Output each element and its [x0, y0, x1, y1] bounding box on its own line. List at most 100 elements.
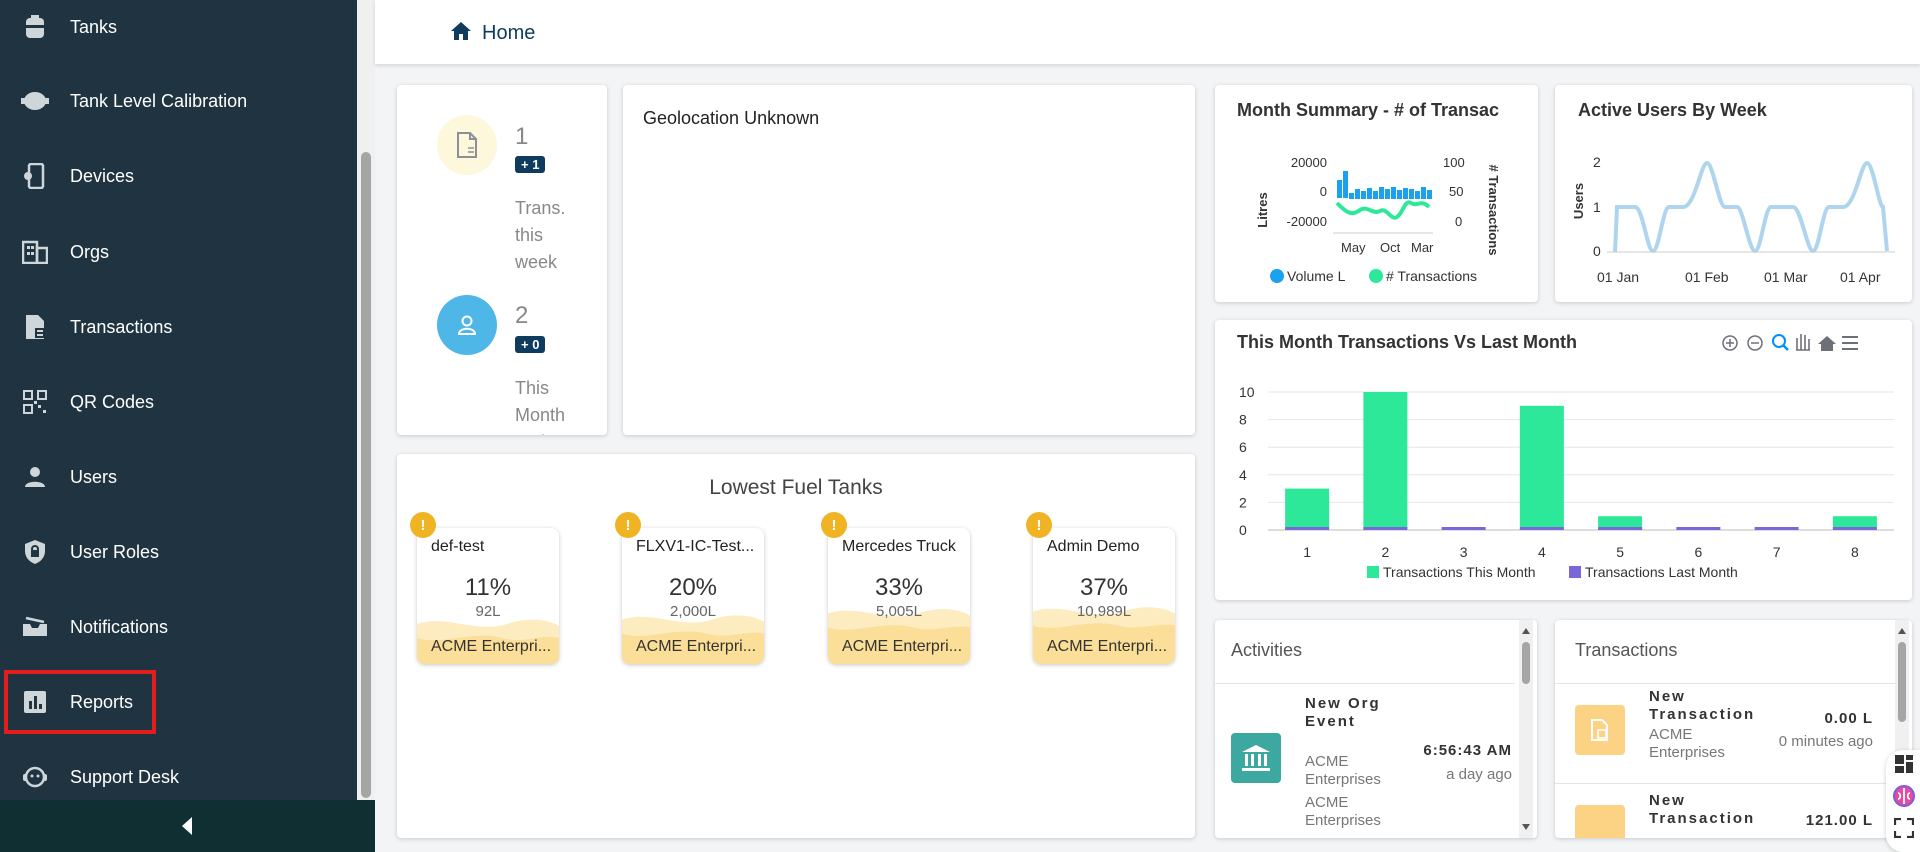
activities-scrollbar[interactable]	[1519, 620, 1533, 838]
sidebar-item-users[interactable]: Users	[0, 447, 355, 507]
tank-card[interactable]: Mercedes Truck 33% 5,005L ACME Enterpri.…	[828, 528, 970, 664]
shield-lock-icon	[21, 538, 49, 566]
tank-card[interactable]: Admin Demo 37% 10,989L ACME Enterpri...	[1033, 528, 1175, 664]
tank-litres: 92L	[475, 603, 501, 620]
sidebar-item-devices[interactable]: Devices	[0, 146, 355, 206]
active-delta-badge: + 0	[515, 336, 546, 353]
bar-last-month[interactable]	[1363, 527, 1408, 530]
tank-name: FLXV1-IC-Test...	[636, 538, 755, 555]
month-summary-ylabel-left: Litres	[1255, 192, 1270, 227]
bar-this-month[interactable]	[1285, 488, 1330, 530]
legend-last-month: Transactions Last Month	[1585, 564, 1738, 580]
tank-litres: 5,005L	[876, 603, 922, 620]
sidebar-item-label: Devices	[70, 165, 135, 186]
sidebar-item-transactions[interactable]: Transactions	[0, 297, 355, 357]
tank-litres: 10,989L	[1076, 603, 1132, 620]
active-count: 2	[515, 302, 529, 329]
ms-right-tick: 50	[1449, 184, 1463, 199]
tank-fill-wave	[1033, 607, 1175, 664]
sidebar-item-qr-codes[interactable]: QR Codes	[0, 372, 355, 432]
building-icon	[21, 238, 49, 266]
comparison-y-axis: 10 8 6 4 2 0	[1239, 384, 1255, 538]
active-users-card: Active Users By Week Users 2 1 0 01 Jan …	[1555, 85, 1912, 302]
sidebar-item-support-desk[interactable]: Support Desk	[0, 747, 355, 807]
ms-x-tick: May	[1341, 240, 1366, 255]
tank-card[interactable]: FLXV1-IC-Test... 20% 2,000L ACME Enterpr…	[622, 528, 764, 664]
comparison-x-axis: 1 2 3 4 5 6 7 8	[1303, 544, 1859, 560]
activity-ago: a day ago	[1446, 766, 1512, 783]
top-header: Home	[375, 0, 1920, 64]
active-users-stat-icon	[437, 295, 497, 355]
brain-ai-icon[interactable]	[1892, 784, 1916, 808]
bar-last-month[interactable]	[1519, 527, 1564, 530]
transaction-item-title[interactable]: New Transaction	[1649, 688, 1756, 723]
device-icon	[21, 162, 49, 190]
comparison-bars	[1285, 392, 1877, 530]
support-icon	[21, 763, 49, 791]
bar-last-month[interactable]	[1832, 527, 1877, 530]
bar-this-month[interactable]	[1832, 516, 1877, 530]
au-y-tick: 1	[1593, 199, 1601, 215]
y-tick-label: 10	[1239, 384, 1255, 400]
bar-last-month[interactable]	[1285, 527, 1330, 530]
active-label: This Month Active	[515, 378, 566, 435]
sidebar-item-notifications[interactable]: Notifications	[0, 597, 355, 657]
warning-icon: !	[615, 512, 641, 538]
x-tick-label: 5	[1616, 544, 1624, 560]
bar-last-month[interactable]	[1676, 527, 1721, 530]
bar-this-month[interactable]	[1519, 405, 1564, 530]
inbox-icon	[21, 613, 49, 641]
home-icon[interactable]	[450, 21, 472, 41]
y-tick-label: 2	[1239, 494, 1247, 510]
selection-zoom-icon[interactable]	[1772, 334, 1789, 351]
zoom-in-icon[interactable]	[1722, 335, 1738, 351]
au-y-tick: 0	[1593, 243, 1601, 259]
trans-count: 1	[515, 123, 529, 150]
pan-hand-icon[interactable]	[1796, 334, 1810, 351]
breadcrumb-home[interactable]: Home	[482, 22, 536, 44]
bar-last-month[interactable]	[1754, 527, 1799, 530]
sidebar-item-tanks[interactable]: Tanks	[0, 0, 355, 57]
x-tick-label: 4	[1538, 544, 1546, 560]
bar-this-month[interactable]	[1598, 516, 1643, 530]
comparison-grid	[1268, 391, 1894, 531]
au-y-tick: 2	[1593, 154, 1601, 170]
bar-last-month[interactable]	[1441, 527, 1486, 530]
reset-zoom-home-icon[interactable]	[1818, 336, 1836, 351]
transaction-item-title[interactable]: New Transaction	[1649, 792, 1756, 827]
sidebar-footer	[0, 800, 375, 852]
map-card[interactable]: Geolocation Unknown	[623, 85, 1195, 435]
legend-this-month-marker	[1367, 566, 1379, 578]
bar-this-month[interactable]	[1363, 392, 1408, 530]
sidebar-item-tank-level-calibration[interactable]: Tank Level Calibration	[0, 71, 355, 131]
transaction-item-icon	[1575, 705, 1625, 755]
legend-volume-marker	[1270, 269, 1284, 283]
sidebar-scrollbar[interactable]	[357, 0, 375, 800]
comparison-chart-title: This Month Transactions Vs Last Month	[1237, 332, 1578, 352]
fullscreen-icon[interactable]	[1894, 818, 1914, 838]
transactions-list-title: Transactions	[1575, 640, 1678, 660]
sidebar-item-reports[interactable]: Reports	[0, 672, 355, 732]
tank-card[interactable]: def-test 11% 92L ACME Enterpri...	[417, 528, 559, 664]
ms-x-tick: Oct	[1380, 240, 1401, 255]
transactions-comparison-card: This Month Transactions Vs Last Month 10…	[1215, 320, 1912, 600]
bar-last-month[interactable]	[1598, 527, 1643, 530]
menu-icon[interactable]	[1842, 336, 1858, 350]
activity-title[interactable]: New Org Event	[1305, 695, 1381, 730]
y-tick-label: 8	[1239, 412, 1247, 428]
sidebar-item-user-roles[interactable]: User Roles	[0, 522, 355, 582]
active-users-title: Active Users By Week	[1578, 100, 1767, 120]
au-x-tick: 01 Feb	[1685, 269, 1729, 285]
sidebar-item-orgs[interactable]: Orgs	[0, 222, 355, 282]
zoom-out-icon[interactable]	[1747, 335, 1763, 351]
sidebar-item-label: Orgs	[70, 241, 110, 262]
x-tick-label: 8	[1851, 544, 1859, 560]
transactions-line	[1335, 200, 1431, 220]
geolocation-status: Geolocation Unknown	[643, 108, 820, 128]
month-summary-title: Month Summary - # of Transac	[1237, 100, 1500, 120]
dashboard-grid-icon[interactable]	[1894, 754, 1914, 774]
collapse-sidebar-button[interactable]	[175, 814, 199, 838]
legend-volume: Volume L	[1287, 268, 1346, 284]
activities-card: Activities New Org Event ACME Enterprise…	[1215, 620, 1537, 838]
sidebar-scroll-thumb[interactable]	[361, 152, 371, 798]
